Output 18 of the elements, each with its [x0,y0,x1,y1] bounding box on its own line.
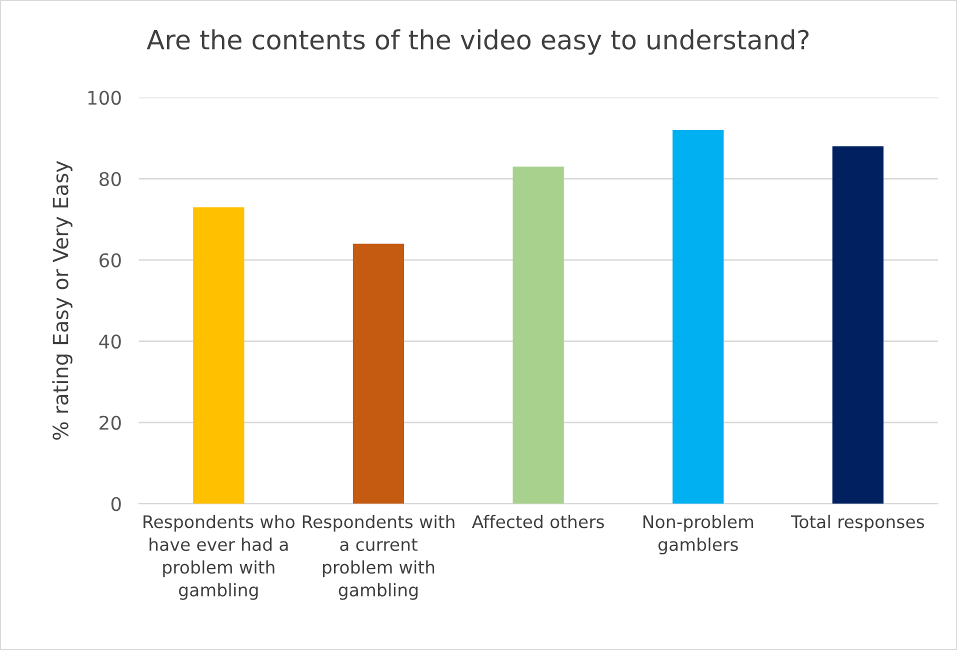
bar [672,130,724,504]
x-tick-label: Total responses [790,514,924,532]
bar [832,146,884,504]
bar [512,166,564,504]
bar [193,207,244,504]
y-tick-label: 100 [88,90,121,105]
x-tick-label: Non-problem gamblers [643,514,754,554]
y-tick-label: 20 [100,416,121,430]
y-tick-label: 80 [100,172,121,186]
y-tick-label: 0 [111,496,121,512]
x-tick-label: Respondents with a current problem with gambling [302,514,454,600]
chart-title: Are the contents of the video easy to understand? [146,29,809,55]
y-tick-label: 40 [99,334,121,349]
bar [352,244,404,504]
y-axis-title: % rating Easy or Very Easy [52,160,72,440]
x-tick-label: Affected others [472,514,604,528]
x-tick-label: Respondents who have ever had a problem with gambling [144,514,294,600]
y-tick-label: 60 [100,253,121,268]
